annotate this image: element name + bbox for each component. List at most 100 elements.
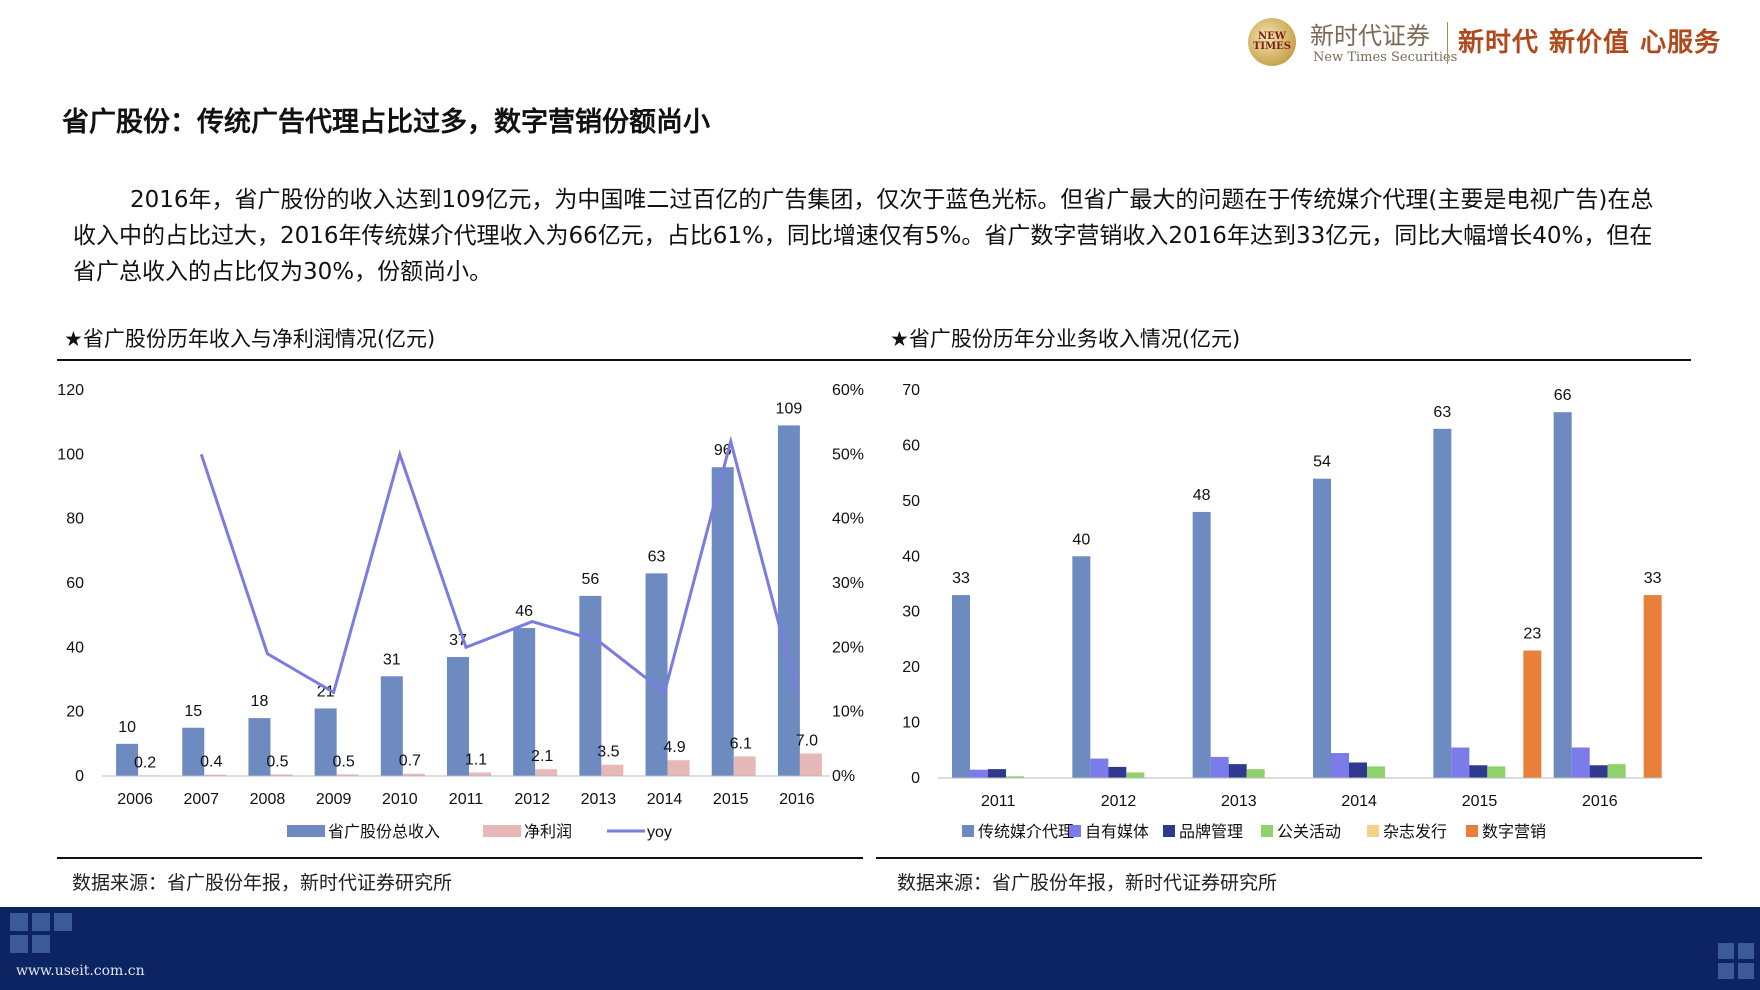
legend-label: 数字营销 xyxy=(1482,823,1546,841)
footer-url: www.useit.com.cn xyxy=(16,963,145,979)
net-profit-data-label: 3.5 xyxy=(597,744,619,761)
y-left-tick-label: 40 xyxy=(66,639,84,656)
right-chart-title: ★省广股份历年分业务收入情况(亿元) xyxy=(890,327,1241,351)
revenue-data-label: 109 xyxy=(776,400,803,417)
revenue-data-label: 15 xyxy=(184,703,202,720)
business-bar xyxy=(1607,764,1626,778)
x-tick-label: 2007 xyxy=(183,791,219,808)
net-profit-data-label: 0.4 xyxy=(200,754,222,771)
revenue-data-label: 10 xyxy=(118,719,136,736)
x-tick-label: 2006 xyxy=(117,791,153,808)
legend-swatch xyxy=(1261,825,1273,837)
footer-decor-square xyxy=(32,913,50,931)
x-tick-label: 2013 xyxy=(1221,793,1257,810)
footer-bar: www.useit.com.cn xyxy=(0,907,1760,990)
net-profit-bar xyxy=(601,764,624,776)
slogan: 新时代 新价值 心服务 xyxy=(1458,28,1722,58)
page-title: 省广股份：传统广告代理占比过多，数字营销份额尚小 xyxy=(62,107,710,138)
business-bar xyxy=(1192,511,1211,778)
x-tick-label: 2015 xyxy=(713,791,749,808)
revenue-bar xyxy=(513,628,536,776)
business-data-label: 54 xyxy=(1313,454,1331,471)
business-bar xyxy=(1643,595,1662,778)
business-bar xyxy=(1228,764,1247,778)
net-profit-bar xyxy=(336,774,359,776)
x-tick-label: 2010 xyxy=(382,791,418,808)
logo-chinese-name: 新时代证券 xyxy=(1310,22,1430,50)
y-left-tick-label: 120 xyxy=(57,382,84,399)
y-tick-label: 40 xyxy=(902,548,920,565)
legend-swatch xyxy=(1367,825,1379,837)
header: NEW TIMES 新时代证券 New Times Securities 新时代… xyxy=(0,0,1760,90)
x-tick-label: 2014 xyxy=(647,791,683,808)
section-top-rule xyxy=(57,359,1691,361)
legend-swatch xyxy=(962,825,974,837)
net-profit-data-label: 0.7 xyxy=(399,753,421,770)
business-bar xyxy=(1108,766,1127,778)
right-bottom-rule xyxy=(876,857,1702,859)
x-tick-label: 2012 xyxy=(1101,793,1137,810)
business-bar xyxy=(1126,772,1145,778)
left-bottom-rule xyxy=(57,857,863,859)
y-left-tick-label: 60 xyxy=(66,575,84,592)
business-bar xyxy=(1006,776,1024,778)
business-data-label: 48 xyxy=(1193,487,1211,504)
business-bar xyxy=(1433,428,1452,778)
net-profit-bar xyxy=(733,756,756,776)
x-tick-label: 2013 xyxy=(581,791,617,808)
business-data-label: 66 xyxy=(1554,387,1572,404)
net-profit-bar xyxy=(402,773,425,776)
x-tick-label: 2016 xyxy=(779,791,815,808)
x-tick-label: 2011 xyxy=(981,793,1016,810)
footer-decor-square xyxy=(1718,943,1734,959)
logo-english-name: New Times Securities xyxy=(1313,50,1458,65)
x-tick-label: 2012 xyxy=(514,791,550,808)
business-bar xyxy=(1589,765,1608,778)
logo-badge-text: NEW TIMES xyxy=(1252,31,1292,52)
business-data-label: 33 xyxy=(952,570,970,587)
footer-decor-square xyxy=(1738,963,1754,979)
revenue-data-label: 46 xyxy=(515,603,533,620)
x-tick-label: 2009 xyxy=(316,791,352,808)
business-bar xyxy=(1072,556,1091,778)
net-profit-data-label: 4.9 xyxy=(663,739,685,756)
summary-paragraph: 2016年，省广股份的收入达到109亿元，为中国唯二过百亿的广告集团，仅次于蓝色… xyxy=(73,187,1654,285)
footer-decor-square xyxy=(10,913,28,931)
x-tick-label: 2014 xyxy=(1341,793,1377,810)
footer-decor-square xyxy=(1718,963,1734,979)
business-bar xyxy=(988,769,1006,778)
footer-decor-square xyxy=(10,935,28,953)
business-data-label: 23 xyxy=(1523,626,1541,643)
net-profit-data-label: 1.1 xyxy=(465,751,487,768)
revenue-profit-chart: 0 20 40 60 80 100 120 0% 10% 20% 30% 40% 50% 60% 10 0.2… xyxy=(57,382,864,841)
net-profit-bar xyxy=(204,774,227,776)
y-right-tick-label: 60% xyxy=(832,382,864,399)
business-bar xyxy=(970,769,988,778)
legend-label: 品牌管理 xyxy=(1179,823,1243,841)
legend-label: 杂志发行 xyxy=(1383,823,1447,841)
legend-swatch-revenue xyxy=(287,825,325,837)
revenue-bar xyxy=(711,467,734,776)
net-profit-bar xyxy=(667,760,690,776)
net-profit-data-label: 0.2 xyxy=(134,754,156,771)
y-left-tick-label: 80 xyxy=(66,511,84,528)
y-right-tick-label: 50% xyxy=(832,446,864,463)
business-bar xyxy=(1451,747,1470,778)
legend-label-yoy: yoy xyxy=(647,824,672,841)
revenue-data-label: 56 xyxy=(581,571,599,588)
revenue-bar xyxy=(248,718,271,776)
business-data-label: 63 xyxy=(1433,404,1451,421)
y-right-tick-label: 0% xyxy=(832,768,855,785)
net-profit-data-label: 0.5 xyxy=(266,753,288,770)
net-profit-data-label: 0.5 xyxy=(333,753,355,770)
legend-swatch-net-profit xyxy=(483,825,521,837)
legend-swatch xyxy=(1069,825,1081,837)
y-tick-label: 10 xyxy=(902,715,920,732)
y-tick-label: 0 xyxy=(911,770,920,787)
business-bar xyxy=(1210,756,1229,778)
footer-decor-square xyxy=(32,935,50,953)
legend-label: 传统媒介代理 xyxy=(978,823,1074,841)
legend-label-revenue: 省广股份总收入 xyxy=(328,823,440,841)
net-profit-bar xyxy=(270,774,293,776)
footer-decor-square xyxy=(1738,943,1754,959)
